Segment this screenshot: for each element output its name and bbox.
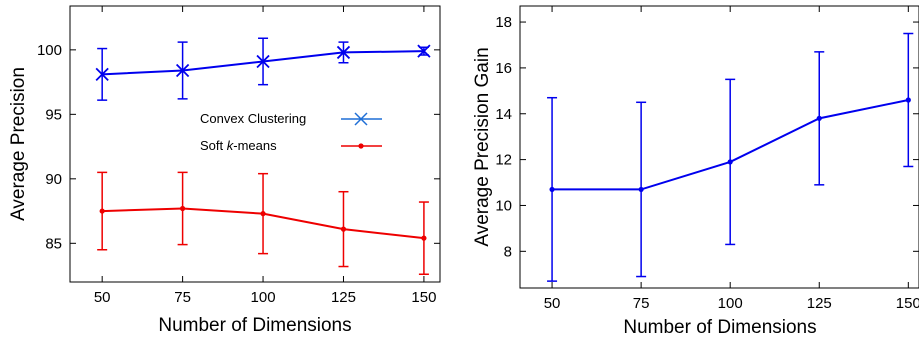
data-point bbox=[549, 186, 555, 193]
data-point bbox=[180, 205, 186, 212]
y-tick-label: 10 bbox=[495, 197, 512, 214]
data-point bbox=[260, 211, 266, 217]
y-tick-label: 18 bbox=[495, 14, 512, 31]
chart-average-precision: 85 90 95 100 50 75 100 125 150 Number of Dimens… bbox=[8, 5, 441, 336]
legend-soft-suffix: -means bbox=[233, 138, 277, 153]
data-point-x-marker bbox=[95, 67, 109, 81]
data-point bbox=[905, 97, 911, 103]
legend-label-convex: Convex Clustering bbox=[200, 111, 306, 126]
x-axis-label-right: Number of Dimensions bbox=[623, 317, 816, 338]
y-tick-label: 90 bbox=[45, 171, 62, 188]
y-tick-label: 100 bbox=[37, 42, 62, 59]
legend: Convex Clustering Soft k-means bbox=[200, 111, 382, 153]
x-tick-label: 50 bbox=[94, 289, 111, 306]
y-tick-label: 16 bbox=[495, 60, 512, 77]
data-point bbox=[727, 159, 733, 165]
x-tick-label: 50 bbox=[544, 295, 561, 312]
y-tick-label: 85 bbox=[45, 235, 62, 252]
series-group-right bbox=[547, 32, 914, 282]
data-point-x-marker bbox=[256, 54, 270, 69]
y-tick-label: 8 bbox=[504, 243, 512, 260]
x-axis-label-left: Number of Dimensions bbox=[158, 315, 351, 336]
chart-average-precision-gain: 8 10 12 14 16 18 50 75 100 125 150 Number of Dime… bbox=[472, 5, 919, 338]
x-tick-label: 75 bbox=[633, 295, 650, 312]
legend-marker-soft-kmeans bbox=[358, 143, 364, 149]
data-point bbox=[421, 235, 427, 241]
x-tick-label: 125 bbox=[331, 289, 356, 306]
legend-soft-k: k bbox=[227, 138, 235, 153]
legend-label-soft-kmeans: Soft k-means bbox=[200, 138, 277, 153]
y-axis-label-right: Average Precision Gain bbox=[472, 47, 493, 246]
y-tick-label: 12 bbox=[495, 152, 512, 169]
x-tick-label: 125 bbox=[807, 295, 832, 312]
x-tick-label: 150 bbox=[411, 289, 436, 306]
legend-marker-convex bbox=[354, 112, 368, 126]
data-point-x-marker bbox=[336, 45, 351, 60]
x-ticks-left: 50 75 100 125 150 bbox=[94, 6, 436, 306]
x-tick-label: 75 bbox=[174, 289, 191, 306]
data-point bbox=[638, 186, 644, 193]
y-axis-label-left: Average Precision bbox=[8, 67, 29, 221]
x-tick-label: 100 bbox=[251, 289, 276, 306]
data-point-x-marker bbox=[175, 63, 190, 78]
series-group-left bbox=[95, 37, 431, 276]
y-tick-label: 95 bbox=[45, 106, 62, 123]
x-tick-label: 150 bbox=[896, 295, 919, 312]
y-ticks-right: 8 10 12 14 16 18 bbox=[495, 14, 919, 260]
plot-frame-right bbox=[519, 5, 919, 289]
legend-soft-prefix: Soft bbox=[200, 138, 227, 153]
data-point bbox=[99, 208, 105, 214]
y-tick-label: 14 bbox=[495, 106, 512, 123]
data-point-x-marker bbox=[417, 44, 431, 58]
x-ticks-right: 50 75 100 125 150 bbox=[544, 6, 919, 312]
data-point bbox=[340, 226, 347, 232]
plot-frame-left bbox=[69, 5, 441, 283]
data-point bbox=[816, 115, 822, 121]
x-tick-label: 100 bbox=[718, 295, 743, 312]
y-ticks-left: 85 90 95 100 bbox=[37, 42, 440, 252]
